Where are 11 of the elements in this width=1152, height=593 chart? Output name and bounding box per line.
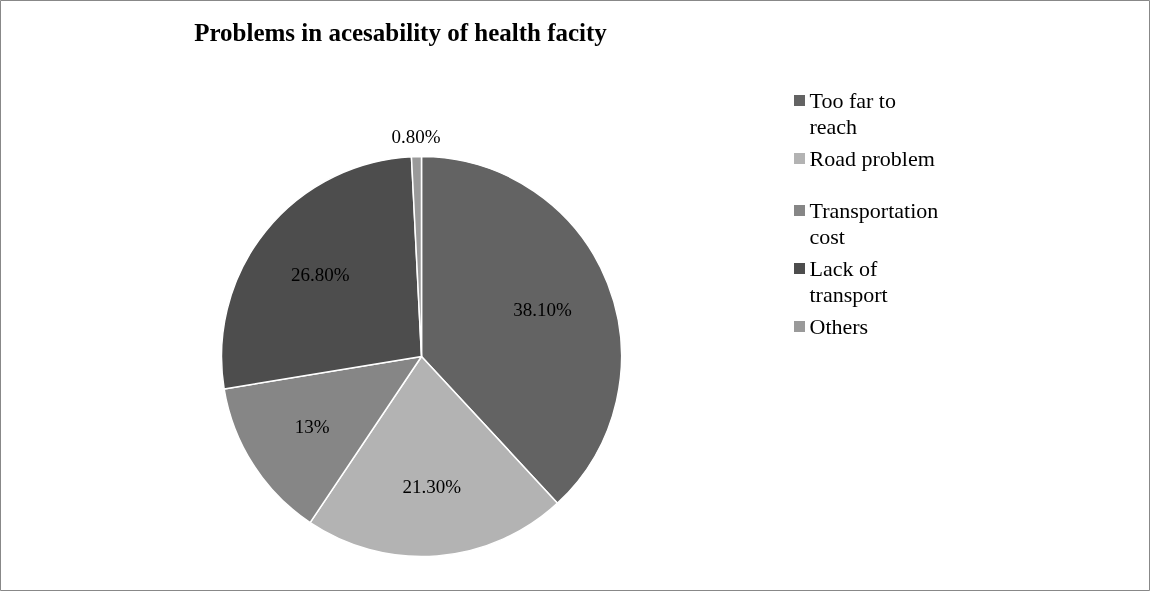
legend-label: Too far to reach — [809, 88, 896, 139]
data-label: 13% — [294, 416, 330, 438]
legend-label: Road problem — [809, 146, 935, 171]
data-label: 0.80% — [391, 126, 441, 148]
chart-title: Problems in acesability of health facity — [194, 19, 608, 46]
legend-label: Transportation cost — [809, 198, 939, 249]
legend-label: Lack of transport — [809, 256, 888, 307]
data-label: 26.80% — [291, 264, 350, 286]
data-label: 38.10% — [513, 298, 572, 320]
data-label: 21.30% — [402, 475, 462, 497]
legend-label: Others — [809, 314, 869, 339]
